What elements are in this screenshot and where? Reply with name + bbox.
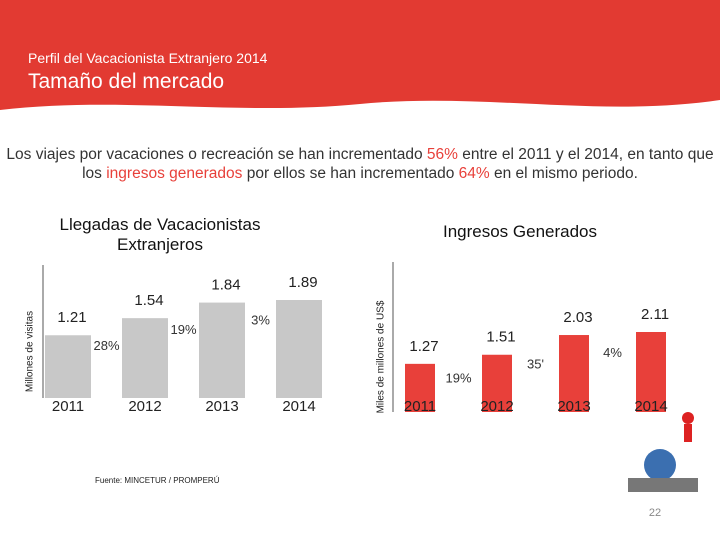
header-band xyxy=(0,0,720,110)
bar xyxy=(276,300,322,398)
highlight: 56% xyxy=(426,146,458,163)
y-axis-label: Miles de millones de US$ xyxy=(376,300,387,413)
x-tick-label: 2013 xyxy=(557,398,590,415)
x-tick-label: 2013 xyxy=(205,398,238,415)
growth-label: 35' xyxy=(527,356,544,371)
x-tick-label: 2012 xyxy=(128,398,161,415)
decor-figure xyxy=(628,412,698,492)
bar xyxy=(482,354,512,412)
value-label: 2.03 xyxy=(563,309,592,326)
x-tick-label: 2011 xyxy=(404,398,436,415)
bar xyxy=(122,318,168,398)
growth-label: 3% xyxy=(251,313,270,328)
bar xyxy=(45,335,91,398)
x-tick-label: 2014 xyxy=(282,398,315,415)
x-tick-label: 2012 xyxy=(480,398,513,415)
text: en el mismo periodo. xyxy=(489,165,638,182)
chart-title: Ingresos Generados xyxy=(442,222,598,241)
header-title: Perfil del Vacacionista Extranjero 2014 xyxy=(28,50,268,66)
growth-label: 4% xyxy=(603,345,622,360)
text: por ellos se han incrementado xyxy=(242,165,459,182)
value-label: 1.51 xyxy=(486,329,515,346)
highlight: 64% xyxy=(458,165,490,182)
bar xyxy=(199,302,245,398)
x-tick-label: 2011 xyxy=(52,398,84,415)
source: Fuente: MINCETUR / PROMPERÚ xyxy=(95,476,220,485)
value-label: 1.89 xyxy=(288,274,317,291)
value-label: 2.11 xyxy=(641,306,669,323)
growth-label: 19% xyxy=(445,371,471,386)
highlight: ingresos generados xyxy=(106,165,243,182)
value-label: 1.21 xyxy=(57,309,86,326)
value-label: 1.84 xyxy=(211,277,240,294)
header-subtitle: Tamaño del mercado xyxy=(28,70,225,93)
text: Los viajes por vacaciones o recreación s… xyxy=(6,146,427,163)
bar xyxy=(405,363,435,412)
chart-title: Llegadas de Vacacionistas Extranjeros xyxy=(59,215,261,254)
value-label: 1.27 xyxy=(409,338,438,355)
bar xyxy=(636,332,666,412)
summary-text: Los viajes por vacaciones o recreación s… xyxy=(0,145,720,183)
bar xyxy=(559,335,589,412)
value-label: 1.54 xyxy=(134,292,163,309)
x-tick-label: 2014 xyxy=(634,398,667,415)
text: entre el 2011 y el 2014, en tanto que lo… xyxy=(82,146,714,182)
growth-label: 19% xyxy=(170,322,196,337)
y-axis-label: Millones de visitas xyxy=(25,311,36,392)
growth-label: 28% xyxy=(93,338,119,353)
page-number: 22 xyxy=(648,507,662,519)
